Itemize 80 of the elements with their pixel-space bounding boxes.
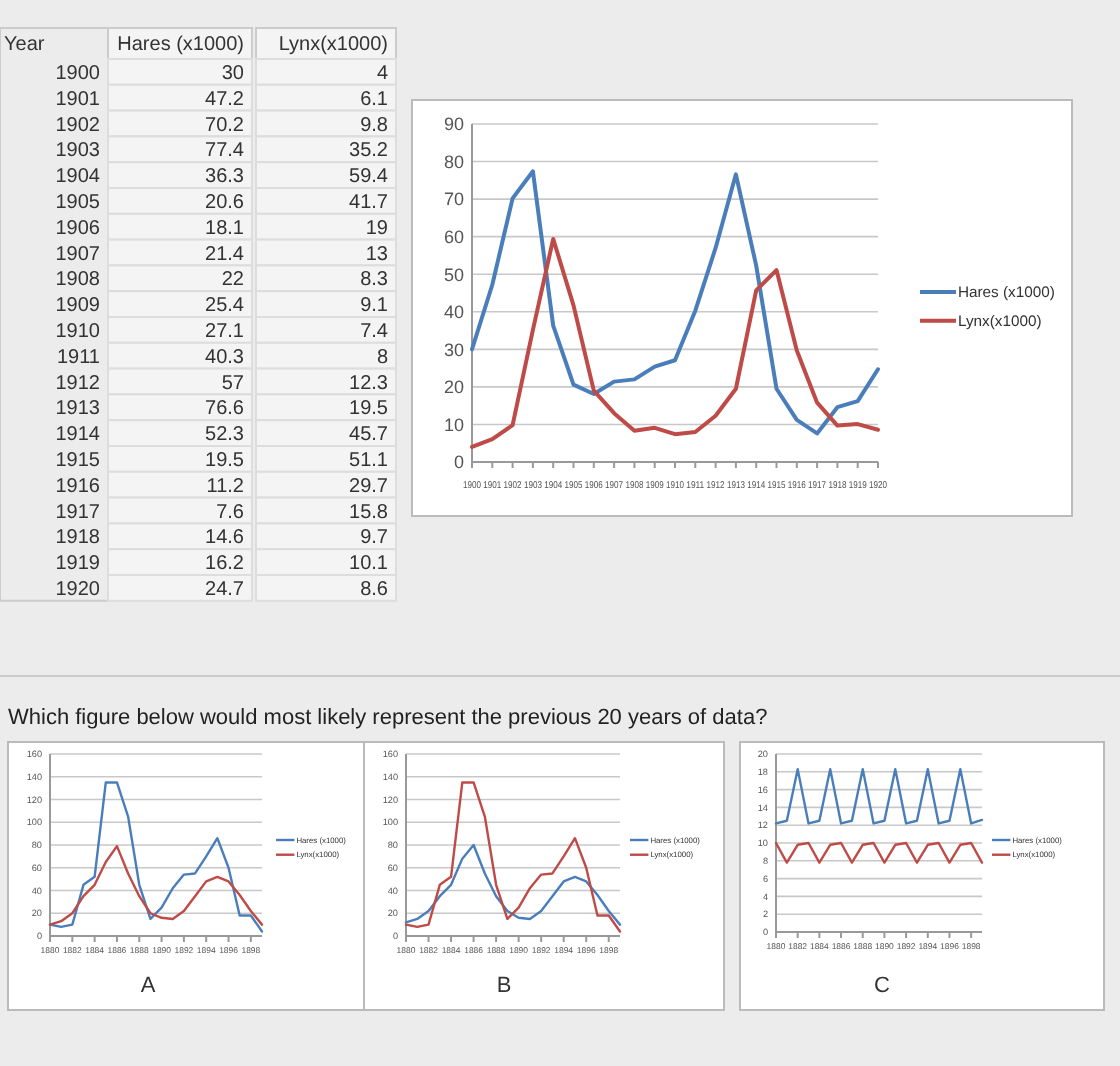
- line-series: [470, 236, 880, 449]
- data-label: 45.7: [349, 424, 389, 447]
- data-label: 76.6: [205, 398, 245, 421]
- y-tick-label: 1909: [55, 295, 101, 318]
- y-tick-label: 0: [453, 452, 464, 473]
- data-label: 9.1: [360, 295, 389, 318]
- data-label: 21.4: [205, 243, 245, 266]
- y-tick-label: 90: [443, 114, 464, 135]
- data-label: 22: [221, 269, 245, 292]
- data-label: 18.1: [205, 217, 245, 240]
- data-label: 35.2: [349, 140, 389, 163]
- y-tick-label: 80: [443, 151, 464, 172]
- data-label: 57: [221, 372, 245, 395]
- y-tick-label: 1904: [55, 166, 101, 189]
- y-tick-label: 70: [443, 189, 464, 210]
- data-label: 15.8: [349, 501, 389, 524]
- data-label: 36.3: [205, 166, 245, 189]
- data-label: 9.8: [360, 114, 389, 137]
- line-series: [774, 767, 984, 825]
- y-tick-label: 1914: [55, 424, 101, 447]
- y-tick-label: 1908: [55, 269, 101, 292]
- data-label: 20.6: [205, 192, 245, 214]
- data-label: 24.7: [205, 579, 245, 601]
- y-tick-label: 1907: [55, 243, 101, 266]
- data-label: 8.3: [360, 269, 389, 292]
- data-label: 8.6: [360, 579, 389, 601]
- data-label: 77.4: [205, 140, 245, 163]
- y-tick-label: 30: [443, 339, 464, 360]
- data-label: 41.7: [349, 192, 389, 214]
- y-tick-label: 1906: [55, 217, 101, 240]
- data-label: 51.1: [349, 450, 389, 472]
- data-label: 52.3: [205, 424, 245, 447]
- y-tick-label: 1919: [55, 553, 101, 576]
- y-tick-label: 1915: [55, 450, 101, 472]
- data-label: 6.1: [360, 88, 389, 111]
- data-label: 14.6: [205, 527, 245, 550]
- y-tick-label: 1918: [55, 527, 101, 550]
- y-tick-label: 1905: [55, 192, 101, 214]
- text: B: [496, 974, 512, 998]
- line-series: [404, 843, 622, 926]
- data-label: 30: [221, 63, 245, 85]
- y-tick-label: 1902: [55, 114, 101, 137]
- y-tick-label: 10: [443, 414, 464, 435]
- text: Which figure below would most likely represent the previous 20 years of data?: [8, 706, 768, 730]
- data-label: 16.2: [205, 553, 245, 576]
- data-label: 9.7: [360, 527, 389, 550]
- y-tick-label: 1903: [55, 140, 101, 163]
- data-label: 7.6: [216, 501, 245, 524]
- y-tick-label: 1917: [55, 501, 101, 524]
- data-label: 19: [365, 217, 389, 240]
- data-label: 59.4: [349, 166, 389, 189]
- y-tick-label: 60: [443, 226, 464, 247]
- data-label: 70.2: [205, 114, 245, 137]
- data-label: 27.1: [205, 321, 245, 343]
- data-label: 12.3: [349, 372, 389, 395]
- y-tick-label: 50: [443, 264, 464, 285]
- data-label: 25.4: [205, 295, 245, 318]
- y-tick-label: 1910: [55, 321, 101, 343]
- y-tick-label: 1920: [55, 579, 101, 601]
- data-label: 29.7: [349, 475, 389, 498]
- y-tick-label: 1901: [55, 88, 101, 111]
- line-series: [470, 169, 880, 436]
- data-label: 19.5: [349, 398, 389, 421]
- data-label: 7.4: [360, 321, 389, 343]
- y-tick-label: 1900: [55, 63, 101, 85]
- y-tick-label: 1911: [56, 346, 101, 369]
- y-axis-title: Year: [4, 34, 46, 56]
- data-label: 13: [365, 243, 389, 266]
- data-label: 10.1: [349, 553, 389, 576]
- y-tick-label: 1912: [55, 372, 101, 395]
- line-series: [48, 844, 264, 926]
- text: C: [874, 974, 891, 998]
- data-label: 19.5: [205, 450, 245, 472]
- data-label: 47.2: [205, 88, 245, 111]
- data-label: 40.3: [205, 346, 245, 369]
- y-tick-label: 40: [443, 302, 464, 323]
- y-tick-label: 20: [443, 377, 464, 398]
- text: A: [140, 974, 157, 998]
- y-tick-label: 1913: [55, 398, 101, 421]
- data-label: 11.2: [206, 475, 245, 498]
